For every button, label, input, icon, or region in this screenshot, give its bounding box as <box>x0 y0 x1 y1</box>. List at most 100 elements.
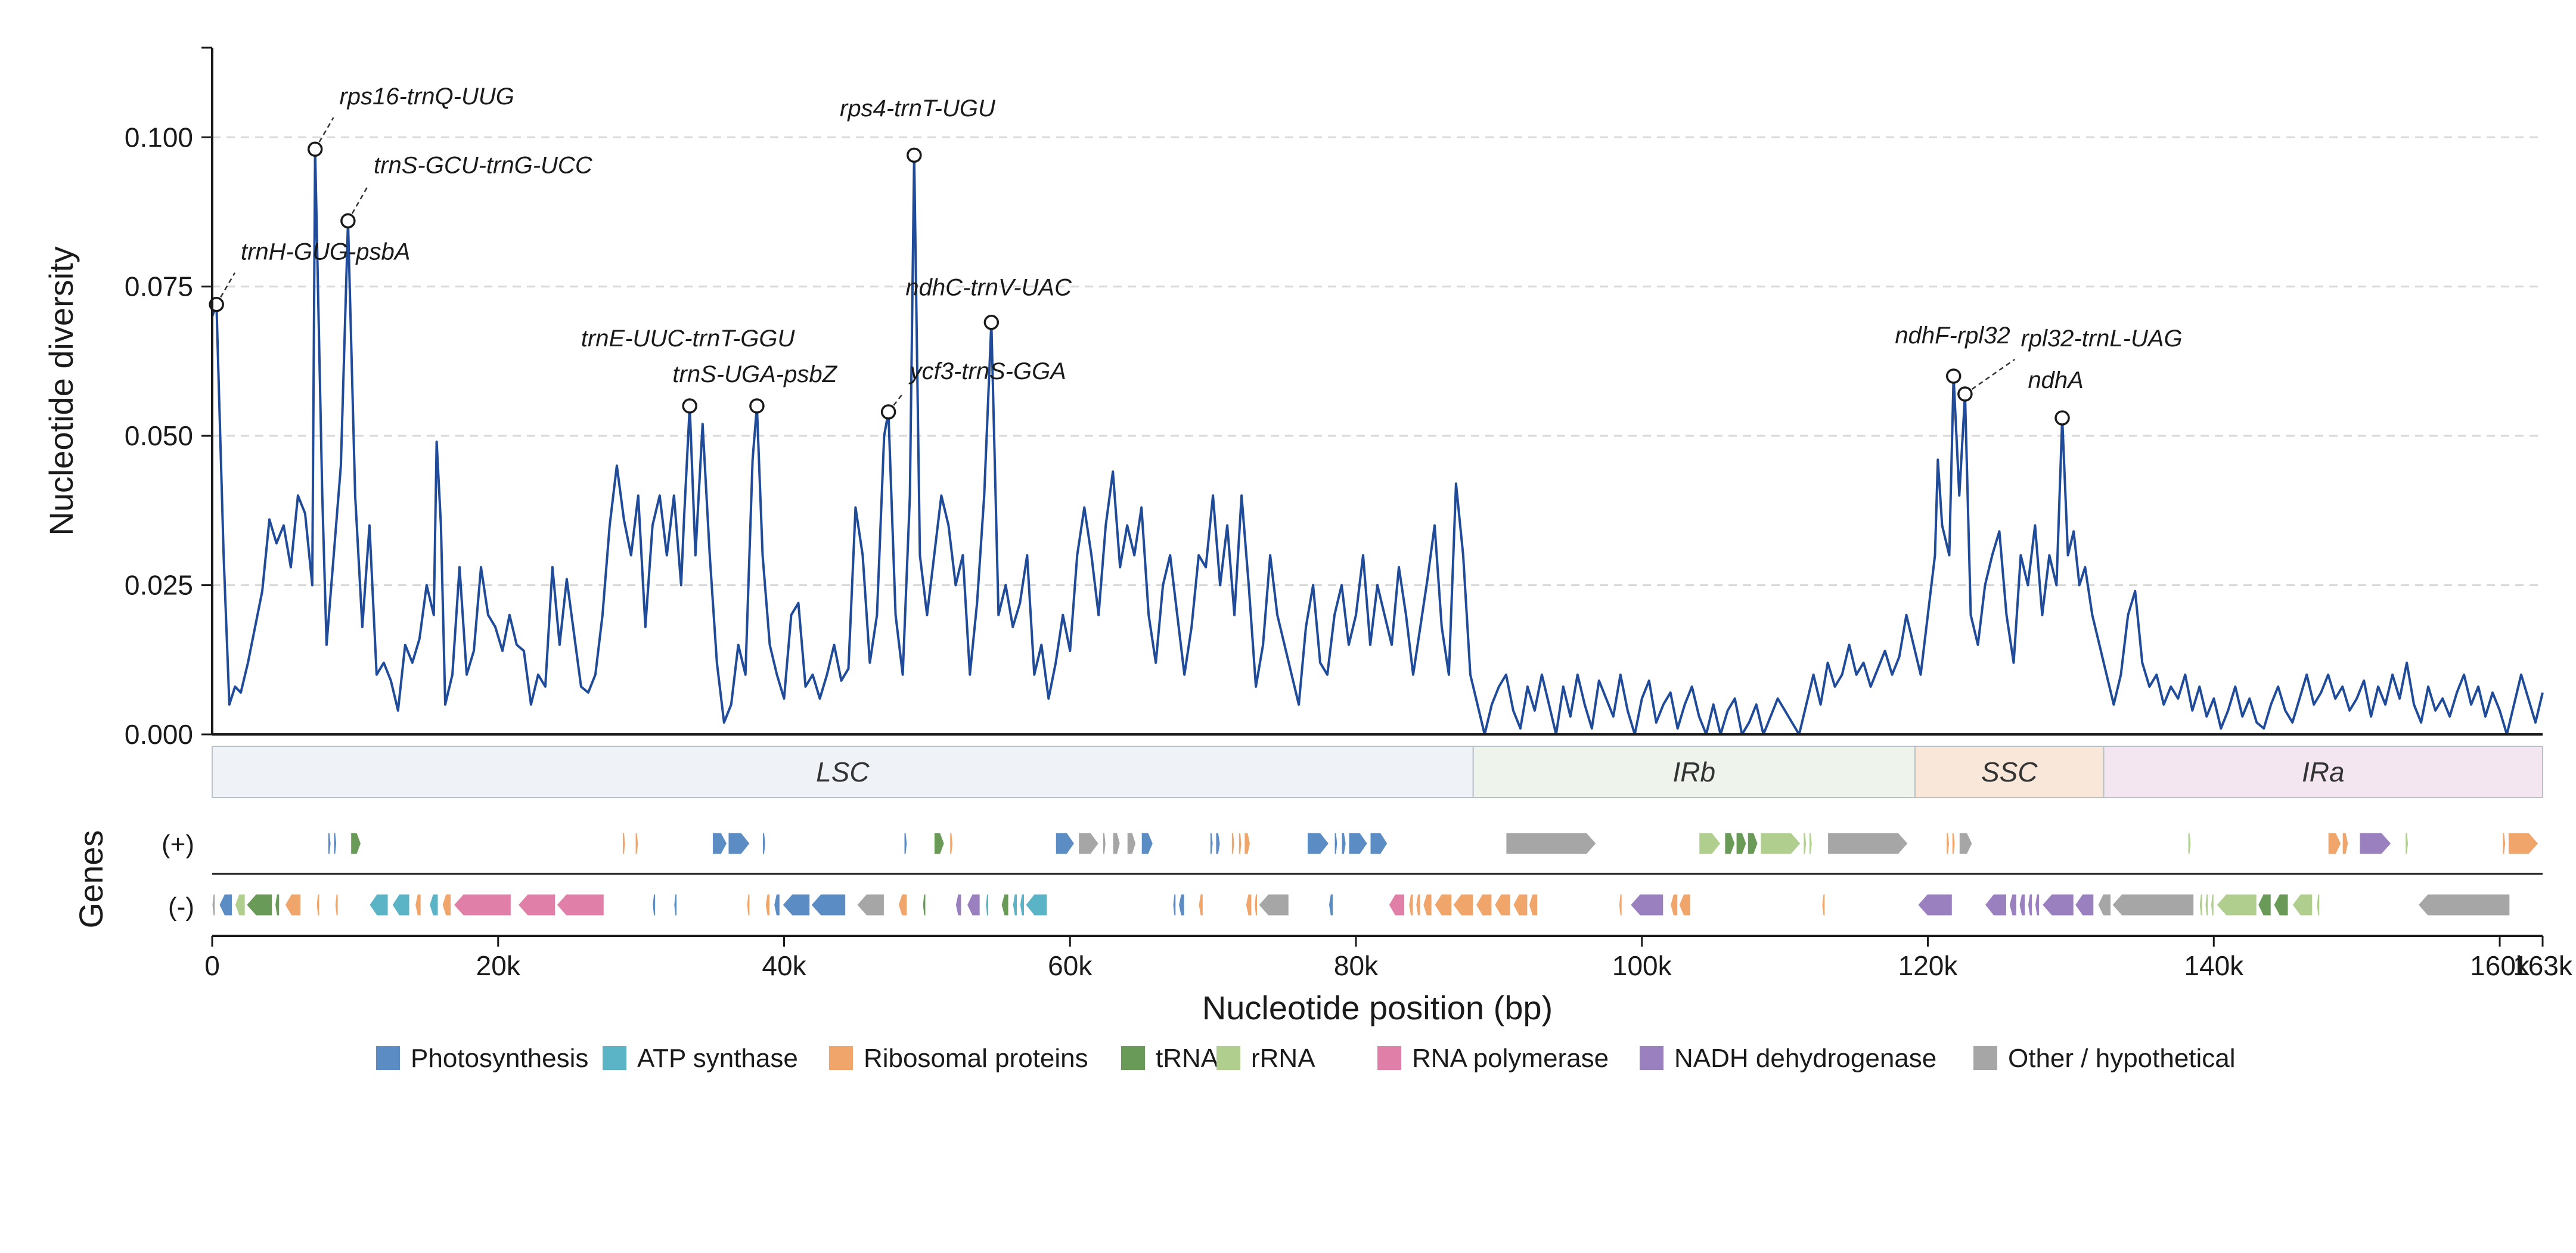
gene-block <box>1055 832 1075 855</box>
gene-block <box>1178 894 1185 916</box>
peak-label: trnS-GCU-trnG-UCC <box>374 152 593 178</box>
gene-block <box>284 894 302 916</box>
series-line <box>211 148 2544 736</box>
gene-block <box>2327 832 2342 855</box>
x-tick-label: 160k <box>2470 950 2530 981</box>
peak-label: rpl32-trnL-UAG <box>2021 325 2182 352</box>
gridlines <box>212 136 2543 587</box>
legend-label: rRNA <box>1251 1044 1315 1073</box>
gene-block <box>955 894 962 916</box>
gene-block <box>1959 832 1973 855</box>
peak-marker <box>880 404 896 420</box>
gene-block <box>1388 894 1405 916</box>
gene-block <box>1494 894 1511 916</box>
legend-swatch <box>1973 1046 1997 1070</box>
gene-block <box>1172 894 1177 916</box>
gene-block <box>933 832 945 855</box>
gene-block <box>1019 894 1025 916</box>
gene-block <box>1821 894 1826 916</box>
legend-label: Other / hypothetical <box>2008 1044 2236 1073</box>
gene-block <box>2187 832 2192 855</box>
gene-block <box>350 832 362 855</box>
peak-leader <box>216 272 236 305</box>
region-label: IRb <box>1673 756 1716 787</box>
gene-block <box>1699 832 1721 855</box>
x-tick-label: 120k <box>1898 950 1959 981</box>
peak-marker <box>682 398 697 414</box>
gene-block <box>1670 894 1678 916</box>
gene-block <box>1618 894 1622 916</box>
gene-block <box>2273 894 2289 916</box>
gene-block <box>1238 832 1242 855</box>
legend-label: Ribosomal proteins <box>864 1044 1088 1073</box>
gene-block <box>1341 832 1346 855</box>
gene-block <box>1803 832 1807 855</box>
y-tick-label: 0.100 <box>125 122 193 153</box>
gene-block <box>2417 894 2510 916</box>
gene-block <box>1215 832 1221 855</box>
legend-label: ATP synthase <box>637 1044 798 1073</box>
gene-block <box>429 894 439 916</box>
peak-marker <box>1957 386 1973 402</box>
gene-block <box>1012 894 1018 916</box>
x-tick-label: 60k <box>1048 950 1093 981</box>
gene-block <box>2216 894 2257 916</box>
gene-block <box>1528 894 1538 916</box>
gene-block <box>1453 894 1474 916</box>
gene-block <box>1917 894 1953 916</box>
x-tick-label: 100k <box>1612 950 1672 981</box>
y-tick-label: 0.075 <box>125 271 193 302</box>
gene-block <box>1827 832 1908 855</box>
legend-label: tRNA <box>1156 1044 1219 1073</box>
legend-swatch <box>1216 1046 1240 1070</box>
x-tick-label: 163k <box>2513 950 2573 981</box>
peak-label: trnH-GUG-psbA <box>241 239 411 265</box>
gene-block <box>1334 832 1338 855</box>
region-segment <box>2103 746 2543 798</box>
gene-block <box>674 894 678 916</box>
peak-leader <box>347 185 369 222</box>
gene-block <box>2097 894 2112 916</box>
region-segment <box>1914 746 2105 798</box>
gene-block <box>1209 832 1213 855</box>
gene-block <box>1025 894 1048 916</box>
gene-block <box>898 894 908 916</box>
gene-block <box>904 832 908 855</box>
gene-block <box>985 894 989 916</box>
gene-block <box>1946 832 1950 855</box>
gene-block <box>762 832 766 855</box>
legend-label: NADH dehydrogenase <box>1674 1044 1936 1073</box>
gene-block <box>2258 894 2271 916</box>
gene-block <box>369 894 389 916</box>
peak-annotations: trnH-GUG-psbA rps16-trnQ-UUG trnS-GCU-trnG… <box>209 83 2183 426</box>
gene-block <box>1258 894 1289 916</box>
plus-strand-label: (+) <box>162 830 194 859</box>
gene-block <box>1630 894 1664 916</box>
gene-block <box>922 894 926 916</box>
gene-block <box>712 832 728 855</box>
gene-block <box>774 894 780 916</box>
gene-block <box>1141 832 1153 855</box>
gene-block <box>1198 894 1203 916</box>
peak-marker <box>340 213 356 229</box>
gene-block <box>1423 894 1432 916</box>
gene-block <box>811 894 846 916</box>
y-tick-label: 0.025 <box>125 570 193 601</box>
diversity-series <box>211 148 2544 736</box>
gene-block <box>517 894 556 916</box>
legend-swatch <box>829 1046 853 1070</box>
y-tick-label: 0.000 <box>125 719 193 750</box>
gene-block <box>2027 894 2033 916</box>
gene-block <box>1736 832 1747 855</box>
gene-block <box>1951 832 1956 855</box>
x-tick-label: 20k <box>476 950 521 981</box>
minus-strand-label: (-) <box>168 892 194 922</box>
peak-marker <box>907 147 922 163</box>
gene-block <box>635 832 639 855</box>
gene-block <box>1724 832 1736 855</box>
legend-swatch <box>1377 1046 1401 1070</box>
gene-block <box>2507 832 2539 855</box>
gene-block <box>1245 894 1252 916</box>
gene-block <box>1408 894 1414 916</box>
legend-label: Photosynthesis <box>411 1044 588 1073</box>
